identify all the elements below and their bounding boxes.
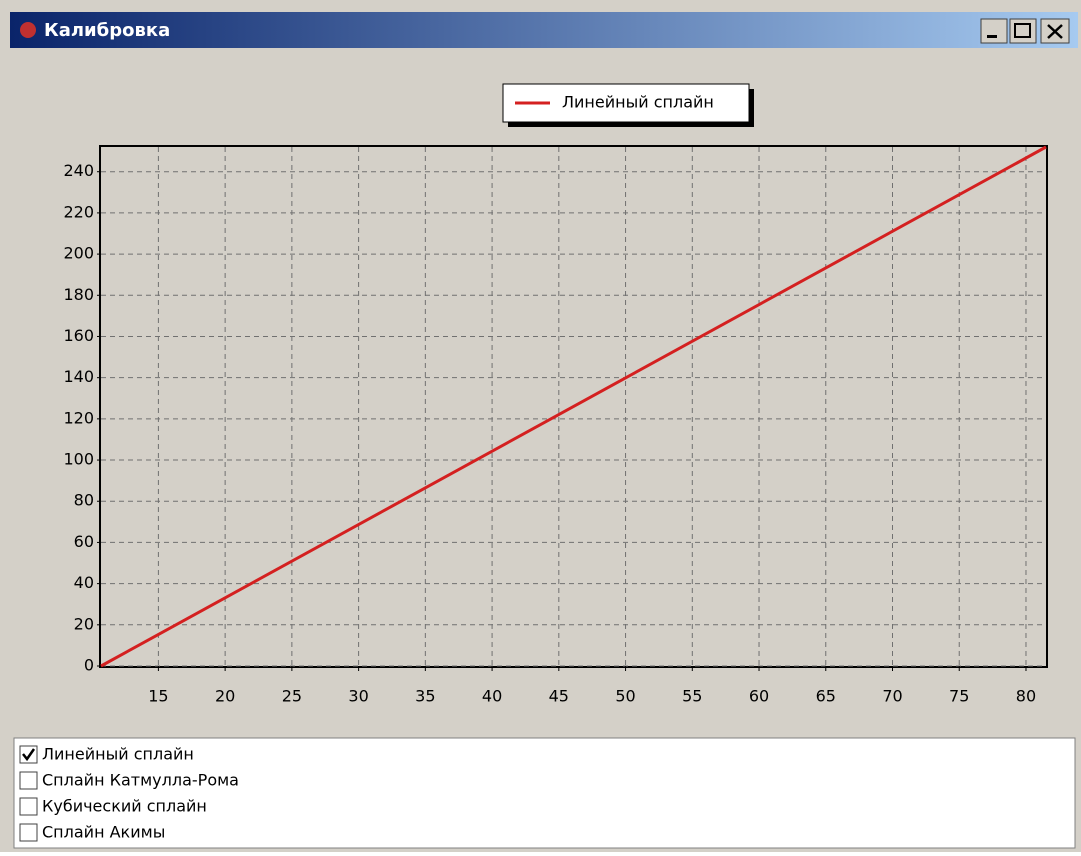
checklist-items: Линейный сплайн Сплайн Катмулла-Рома Кубич… — [19, 745, 239, 842]
y-tick-label: 180 — [63, 285, 94, 304]
title-bar — [10, 12, 1078, 48]
app-icon — [20, 22, 36, 38]
y-tick-label: 200 — [63, 244, 94, 263]
x-tick-label: 75 — [949, 687, 969, 706]
x-tick-label: 25 — [282, 687, 302, 706]
y-tick-label: 60 — [74, 532, 94, 551]
x-tick-label: 60 — [749, 687, 769, 706]
x-tick-label: 45 — [549, 687, 569, 706]
checklist — [13, 737, 1076, 849]
close-button[interactable] — [1040, 18, 1070, 44]
x-tick-label: 15 — [148, 687, 168, 706]
checkbox[interactable] — [19, 771, 38, 790]
checkmark — [22, 748, 36, 762]
x-tick-label: 40 — [482, 687, 502, 706]
y-tick-label: 140 — [63, 367, 94, 386]
x-tick-label: 50 — [615, 687, 635, 706]
y-tick-label: 240 — [63, 161, 94, 180]
y-tick-label: 220 — [63, 202, 94, 221]
line-series — [100, 145, 1047, 668]
x-tick-label: 65 — [816, 687, 836, 706]
y-tick-label: 160 — [63, 326, 94, 345]
checkbox[interactable] — [19, 797, 38, 816]
y-tick-label: 40 — [74, 573, 94, 592]
checklist-label[interactable]: Линейный сплайн — [42, 745, 194, 764]
maximize-button[interactable] — [1009, 18, 1037, 44]
checklist-label[interactable]: Сплайн Акимы — [42, 823, 165, 842]
x-tick-label: 20 — [215, 687, 235, 706]
checkbox[interactable] — [19, 823, 38, 842]
y-tick-label: 100 — [63, 450, 94, 469]
y-tick-label: 120 — [63, 408, 94, 427]
legend-label: Линейный сплайн — [562, 93, 714, 112]
y-tick-label: 0 — [84, 656, 94, 675]
x-tick-label: 55 — [682, 687, 702, 706]
y-tick-label: 20 — [74, 614, 94, 633]
minimize-button[interactable] — [980, 18, 1008, 44]
x-tick-label: 70 — [882, 687, 902, 706]
x-tick-label: 35 — [415, 687, 435, 706]
y-tick-label: 80 — [74, 491, 94, 510]
chart: 0 20 40 60 80 100 120 140 160 180 200 220 240 15 20 25 3… — [63, 83, 1047, 706]
window-title: Калибровка — [44, 20, 170, 41]
checklist-label[interactable]: Сплайн Катмулла-Рома — [42, 771, 239, 790]
x-tick-label: 80 — [1016, 687, 1036, 706]
x-tick-label: 30 — [348, 687, 368, 706]
checklist-label[interactable]: Кубический сплайн — [42, 797, 207, 816]
